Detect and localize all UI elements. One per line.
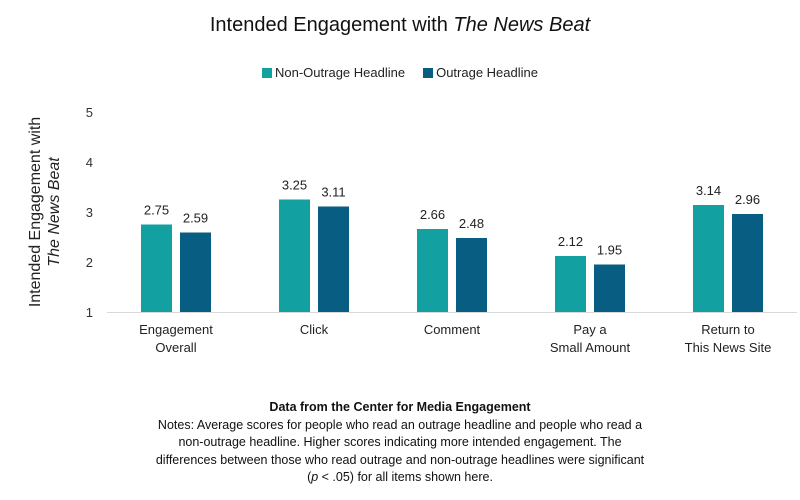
chart-title-text: Intended Engagement with	[209, 14, 448, 36]
legend-label: Non-Outrage Headline	[275, 65, 406, 80]
data-label: 2.59	[183, 211, 208, 226]
x-tick-label: Overall	[155, 340, 196, 355]
data-label: 2.96	[735, 192, 760, 207]
x-tick-label: Small Amount	[550, 340, 631, 355]
data-label: 2.48	[459, 216, 484, 231]
bar-non-outrage	[279, 199, 310, 312]
legend-item-outrage: Outrage Headline	[423, 65, 538, 80]
data-label: 2.12	[558, 234, 583, 249]
data-label: 3.11	[321, 185, 345, 200]
notes-p: p	[311, 470, 319, 484]
data-label: 2.66	[420, 207, 445, 222]
bar-outrage	[594, 264, 625, 312]
chart-title: Intended Engagement with The News Beat	[0, 14, 800, 37]
legend-swatch-outrage	[423, 67, 434, 78]
y-tick-label: 1	[86, 305, 93, 320]
legend-item-non-outrage: Non-Outrage Headline	[262, 65, 405, 80]
notes-text-part2: < .05) for all items shown here.	[318, 470, 493, 484]
y-tick-label: 5	[86, 105, 93, 120]
chart-title-italic: The News Beat	[453, 14, 591, 36]
notes-text-part1: Notes: Average scores for people who rea…	[155, 417, 645, 485]
bar-outrage	[180, 232, 211, 312]
data-label: 3.25	[282, 178, 307, 193]
data-label: 3.14	[696, 183, 721, 198]
data-label: 2.75	[144, 203, 169, 218]
x-tick-label: This News Site	[685, 340, 772, 355]
bar-non-outrage	[417, 229, 448, 312]
bar-outrage	[318, 206, 349, 312]
x-tick-label: Return to	[701, 322, 754, 337]
legend-swatch-non-outrage	[262, 67, 272, 78]
source-line: Data from the Center for Media Engagemen…	[269, 400, 531, 414]
bar-outrage	[732, 214, 763, 312]
y-tick-label: 2	[86, 255, 93, 270]
x-tick-label: Comment	[424, 322, 481, 337]
bar-outrage	[456, 238, 487, 312]
y-tick-label: 3	[86, 205, 93, 220]
notes-text: Notes: Average scores for people who rea…	[150, 417, 650, 487]
bar-non-outrage	[693, 205, 724, 312]
data-label: 1.95	[597, 243, 622, 258]
bar-non-outrage	[141, 224, 172, 312]
x-tick-label: Engagement	[139, 322, 213, 337]
y-tick-label: 4	[86, 155, 93, 170]
bar-non-outrage	[555, 256, 586, 312]
legend: Non-Outrage Headline Outrage Headline	[0, 65, 800, 80]
legend-label: Outrage Headline	[436, 65, 538, 80]
x-tick-label: Pay a	[573, 322, 607, 337]
x-tick-label: Click	[300, 322, 329, 337]
chart-notes: Data from the Center for Media Engagemen…	[150, 399, 650, 487]
